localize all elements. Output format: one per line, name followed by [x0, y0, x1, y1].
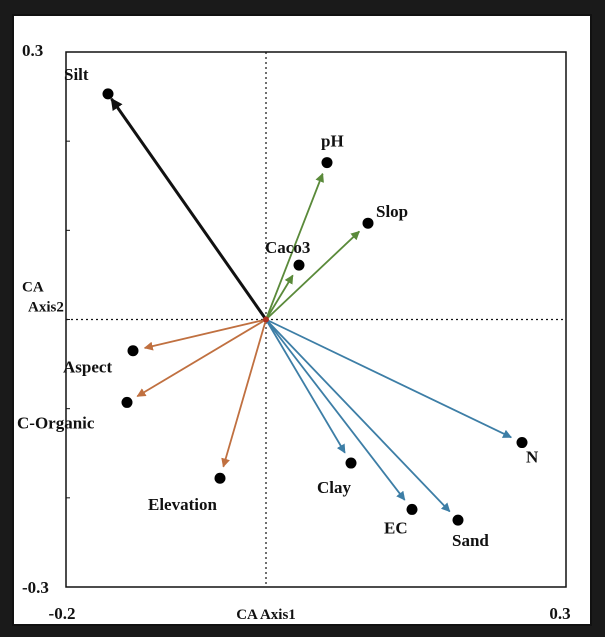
y-tick-label: -0.3 [22, 578, 49, 597]
vector-silt [110, 97, 268, 321]
vector-aspect [143, 318, 267, 351]
vector-sand [265, 318, 451, 513]
vector-elevation [221, 319, 267, 468]
vector-clay [265, 319, 346, 454]
label-ph: pH [321, 132, 344, 151]
label-aspect: Aspect [63, 358, 112, 377]
label-elevation: Elevation [148, 495, 217, 514]
point-slop [362, 217, 374, 229]
y-axis-label: CA [22, 280, 44, 296]
y-tick-label: 0.3 [22, 41, 43, 60]
point-elevation [214, 472, 226, 484]
vector-slop [265, 230, 360, 321]
vector-c-organic [136, 318, 267, 398]
vector-ec [265, 318, 406, 501]
origin-marker [263, 316, 269, 323]
x-tick-label: 0.3 [549, 604, 570, 623]
label-c-organic: C-Organic [17, 413, 95, 432]
vector-ph [265, 172, 324, 320]
point-ph [321, 157, 333, 169]
point-sand [452, 514, 464, 526]
label-caco3: Caco3 [265, 238, 310, 257]
ca-biplot: -0.2 0.3 0.3 -0.3 CA Axis1 CA Axis2 Silt pH Slop C… [17, 41, 571, 623]
y-axis-label: Axis2 [28, 300, 64, 316]
point-c-organic [121, 396, 133, 408]
point-clay [345, 457, 357, 469]
point-n [516, 437, 528, 449]
point-aspect [127, 345, 139, 357]
label-silt: Silt [64, 65, 89, 84]
chart-frame: -0.2 0.3 0.3 -0.3 CA Axis1 CA Axis2 Silt pH Slop C… [12, 14, 592, 626]
label-ec: EC [384, 518, 408, 537]
point-silt [102, 88, 114, 100]
label-clay: Clay [317, 478, 352, 497]
x-tick-label: -0.2 [49, 604, 76, 623]
point-caco3 [293, 259, 305, 271]
vector-caco3 [265, 274, 294, 320]
label-sand: Sand [452, 531, 489, 550]
label-slop: Slop [376, 202, 408, 221]
label-n: N [526, 448, 539, 467]
x-axis-label: CA Axis1 [236, 607, 296, 623]
vector-n [265, 318, 512, 439]
point-ec [406, 503, 418, 515]
